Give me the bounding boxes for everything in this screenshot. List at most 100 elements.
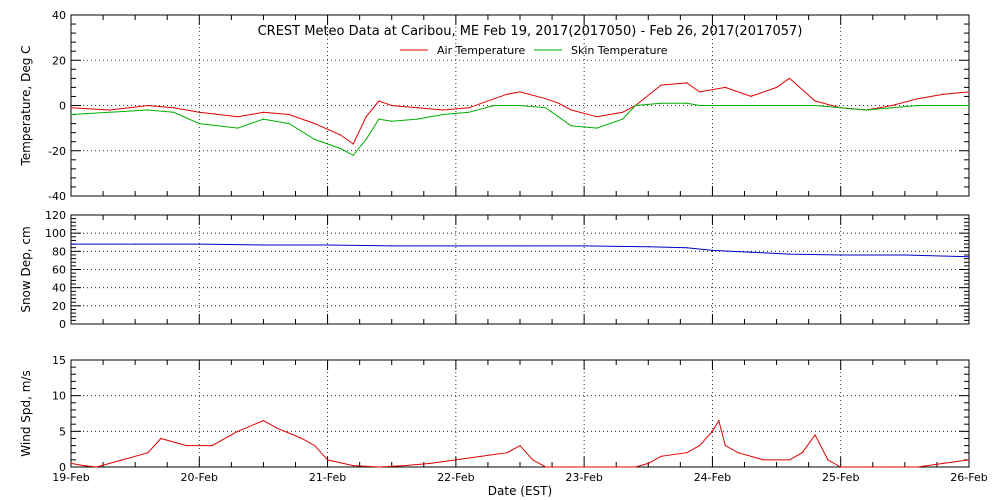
data-point (968, 104, 970, 107)
data-point (160, 437, 162, 440)
data-point (865, 109, 868, 111)
y-axis-title-1: Temperature, Deg C (19, 45, 33, 166)
y-tick-label: 0 (59, 318, 66, 331)
data-point (352, 143, 354, 145)
data-point (185, 445, 188, 447)
data-point (339, 134, 341, 136)
data-point (840, 107, 842, 109)
data-point (545, 107, 547, 109)
data-point (942, 462, 944, 464)
data-point (660, 84, 662, 86)
data-point (596, 127, 598, 129)
data-point (776, 104, 778, 107)
data-point (288, 113, 290, 116)
data-point (686, 82, 688, 84)
data-point (634, 466, 637, 468)
data-point (147, 109, 149, 111)
data-point (506, 93, 508, 95)
data-point (173, 111, 175, 113)
data-point (686, 102, 688, 104)
data-point (647, 246, 649, 248)
data-point (583, 245, 585, 247)
data-point (493, 98, 495, 100)
data-point (622, 111, 624, 113)
data-point (147, 104, 149, 107)
data-point (108, 111, 111, 113)
y-tick-label: 15 (52, 354, 66, 367)
data-point (724, 86, 726, 88)
data-point (301, 437, 303, 440)
x-tick-label: 20-Feb (181, 471, 218, 484)
data-point (737, 452, 739, 454)
y-tick-label: 20 (52, 54, 66, 67)
data-point (865, 466, 868, 468)
data-point (686, 452, 688, 454)
data-point (660, 455, 662, 457)
data-point (70, 243, 72, 245)
data-point (237, 127, 239, 129)
data-point (570, 466, 572, 468)
x-tick-label: 26-Feb (950, 471, 987, 484)
data-point (391, 120, 393, 122)
y-tick-label: 60 (52, 264, 66, 277)
data-point (788, 253, 791, 255)
data-point (699, 91, 701, 93)
data-point (968, 256, 970, 258)
data-point (96, 466, 98, 468)
data-point (917, 104, 919, 107)
y-tick-label: 20 (52, 300, 66, 313)
x-tick-label: 25-Feb (822, 471, 859, 484)
x-tick-label: 22-Feb (437, 471, 474, 484)
data-point (70, 107, 72, 109)
data-point (147, 452, 149, 454)
data-point (776, 86, 778, 88)
data-point (788, 104, 791, 107)
data-point (237, 116, 239, 118)
y-tick-label: 40 (52, 282, 66, 295)
data-point (596, 116, 598, 118)
data-point (480, 455, 483, 457)
data-point (442, 113, 444, 116)
x-tick-label: 19-Feb (52, 471, 89, 484)
data-point (70, 113, 72, 116)
data-point (352, 465, 354, 467)
data-point (545, 466, 547, 468)
data-point (686, 247, 688, 249)
data-point (506, 452, 508, 454)
data-point (750, 104, 752, 107)
data-point (403, 465, 406, 467)
data-point (699, 104, 701, 107)
x-tick-label: 23-Feb (565, 471, 602, 484)
data-point (365, 138, 367, 140)
data-point (262, 111, 264, 113)
data-point (519, 104, 521, 107)
legend-label-2: Skin Temperature (571, 44, 668, 57)
data-point (468, 107, 470, 109)
data-point (519, 445, 521, 447)
data-point (378, 100, 380, 102)
data-point (788, 77, 791, 79)
data-point (968, 91, 970, 93)
data-point (724, 104, 726, 107)
data-point (917, 98, 919, 100)
data-point (557, 116, 560, 118)
y-tick-label: 40 (52, 9, 66, 22)
data-point (519, 91, 521, 93)
data-point (917, 466, 919, 468)
data-point (827, 459, 829, 461)
data-point (647, 462, 649, 464)
y-tick-label: 100 (45, 227, 66, 240)
data-point (724, 445, 726, 447)
data-point (314, 445, 316, 447)
data-point (83, 465, 85, 467)
data-point (352, 154, 354, 156)
data-point (545, 98, 547, 100)
y-tick-label: -40 (48, 190, 66, 203)
chart-title: CREST Meteo Data at Caribou, ME Feb 19, … (258, 24, 803, 39)
data-point (198, 123, 200, 125)
data-point (570, 125, 572, 127)
y-tick-label: 10 (52, 390, 66, 403)
data-point (198, 243, 200, 245)
x-tick-label: 21-Feb (309, 471, 346, 484)
